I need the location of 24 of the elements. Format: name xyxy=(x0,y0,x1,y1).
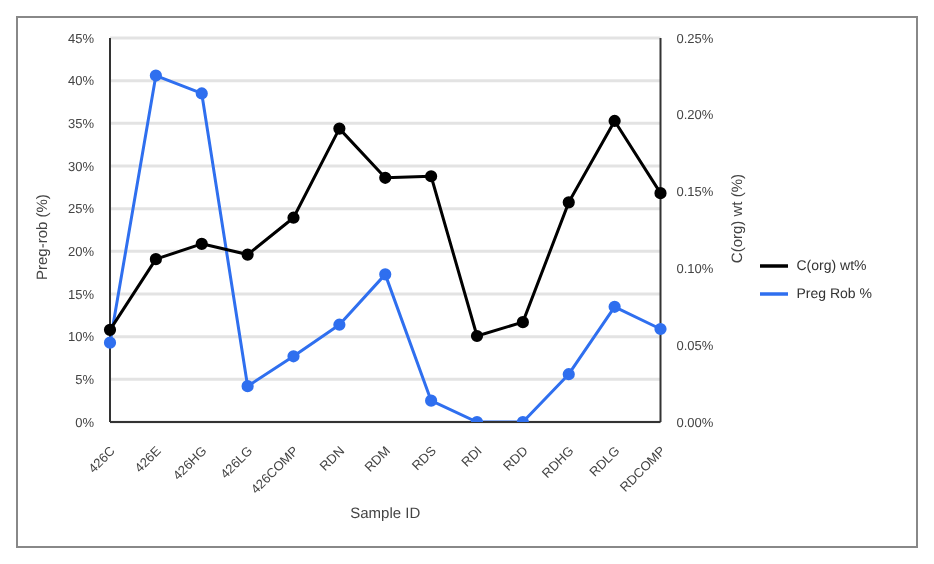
point xyxy=(608,114,621,128)
point xyxy=(149,69,162,82)
point xyxy=(425,394,438,407)
point xyxy=(195,237,208,250)
point xyxy=(103,323,117,336)
point xyxy=(379,268,392,281)
point xyxy=(562,368,575,381)
point xyxy=(425,170,438,183)
point xyxy=(654,187,667,200)
point xyxy=(333,318,346,331)
point xyxy=(608,300,621,313)
point xyxy=(241,380,254,393)
point xyxy=(103,336,117,349)
point xyxy=(149,253,162,266)
point xyxy=(287,350,300,363)
point xyxy=(333,122,346,135)
point xyxy=(195,87,208,100)
point xyxy=(287,211,300,224)
point xyxy=(516,316,529,329)
point xyxy=(241,248,254,261)
point xyxy=(562,196,575,209)
point xyxy=(654,322,667,336)
point xyxy=(379,171,392,184)
point xyxy=(470,329,484,343)
